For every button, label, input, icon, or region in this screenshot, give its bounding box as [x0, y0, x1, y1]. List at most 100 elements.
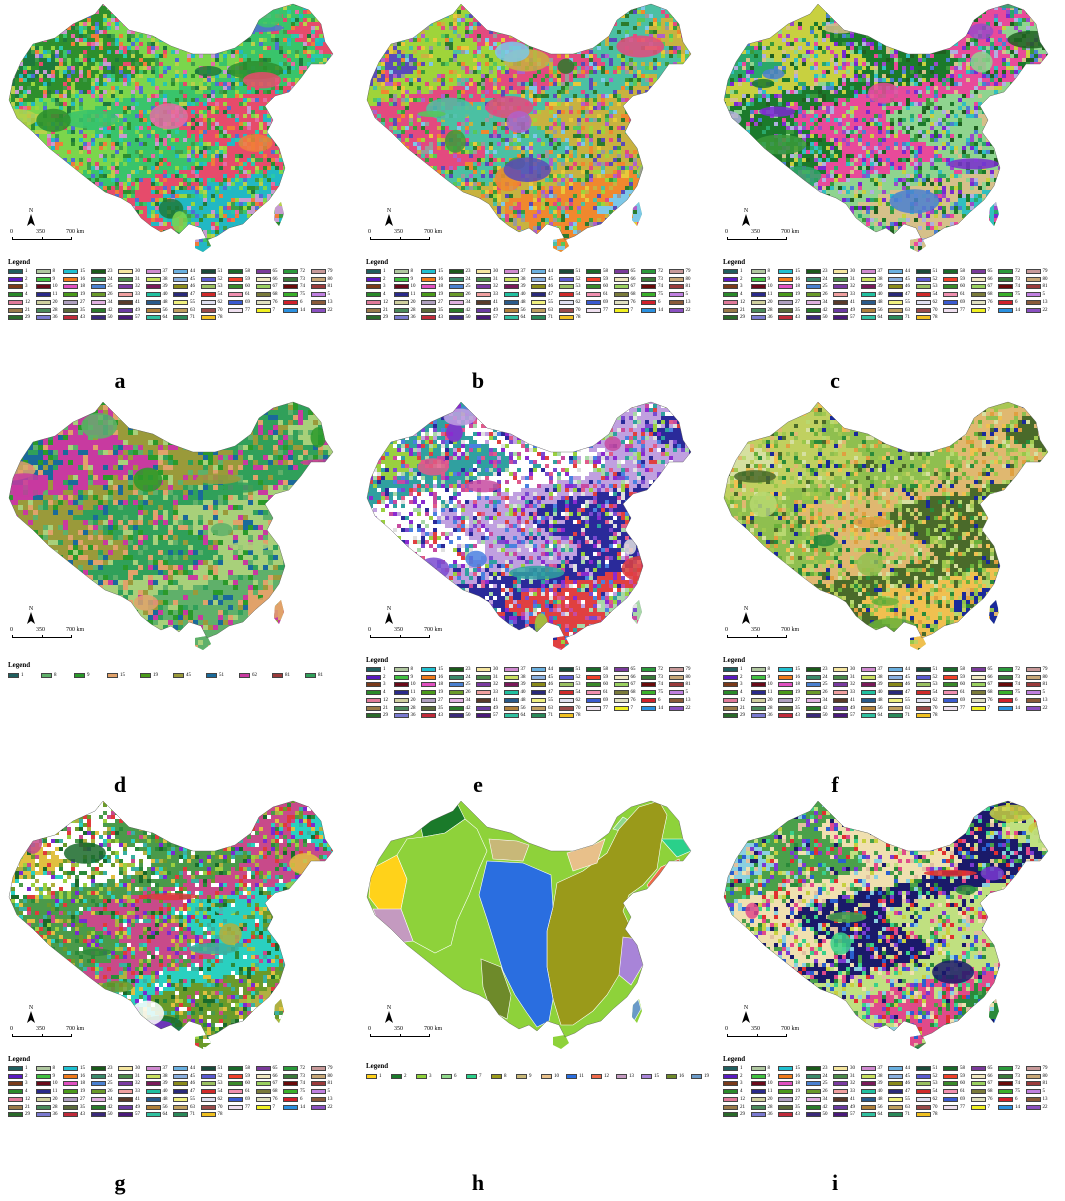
legend-label: 6 [1015, 300, 1018, 305]
legend-swatch [558, 315, 574, 321]
legend-item: 8 [393, 268, 420, 275]
legend-swatch [943, 1104, 958, 1110]
legend-label: 7 [631, 308, 634, 313]
legend-item: 65 [613, 666, 640, 673]
legend-item: 69 [228, 1096, 254, 1103]
north-label: N [739, 1005, 753, 1011]
figure-panel-d: N 0 350 700 km Legend 1 8 9 15 19 45 51 62 81 81 d [0, 398, 345, 797]
legend-swatch [970, 674, 986, 680]
legend-item: 79 [1025, 268, 1052, 275]
legend-swatch [860, 674, 876, 680]
legend-item: 51 [206, 672, 237, 679]
legend-item: 20 [393, 299, 420, 306]
legend-label: 65 [273, 1066, 278, 1071]
legend-swatch [63, 1089, 78, 1095]
legend-label: 10 [768, 284, 773, 289]
legend-label: 66 [631, 675, 636, 680]
legend-item: 13 [1025, 299, 1052, 306]
legend-item: 80 [1025, 1073, 1052, 1080]
scale-label: 0 [725, 229, 728, 235]
legend-swatch [63, 284, 78, 290]
legend-swatch [833, 284, 848, 290]
legend-item: 51 [200, 268, 227, 275]
legend-label: 79 [328, 269, 333, 274]
legend-swatch [943, 690, 958, 696]
legend-item: 45 [888, 276, 914, 283]
legend-item: 76 [255, 299, 282, 306]
legend-swatch [173, 1089, 188, 1095]
legend-swatch [915, 1104, 931, 1110]
legend-swatch [173, 292, 188, 298]
legend-swatch [833, 690, 848, 696]
legend-label: 53 [218, 1081, 223, 1086]
legend-item: 57 [118, 315, 144, 322]
legend-swatch [860, 705, 876, 711]
legend: 1 8 9 15 19 45 51 62 81 81 [8, 672, 336, 679]
legend-swatch [366, 697, 381, 703]
legend-label: 20 [53, 1097, 58, 1102]
legend-label: 32 [493, 284, 498, 289]
legend-label: 62 [576, 698, 581, 703]
legend-swatch [750, 666, 766, 672]
legend-label: 13 [328, 1097, 333, 1102]
legend-swatch [441, 1073, 452, 1079]
scale-label: 0 [10, 627, 13, 633]
legend-item: 64 [145, 1112, 172, 1119]
legend-swatch [1025, 697, 1041, 703]
legend-label: 41 [135, 1097, 140, 1102]
legend-item: 64 [145, 315, 172, 322]
legend-label: 13 [629, 1074, 634, 1079]
legend-label: 37 [878, 1066, 883, 1071]
legend-item: 35 [63, 1104, 89, 1111]
legend-label: 5 [328, 292, 331, 297]
scale-label: 700 km [781, 1026, 799, 1032]
legend-swatch [366, 674, 381, 680]
legend-swatch [750, 682, 766, 688]
legend-label: 48 [163, 1097, 168, 1102]
legend-item: 30 [476, 268, 502, 275]
legend-item: 38 [860, 674, 887, 681]
legend-swatch [366, 299, 381, 305]
legend-label: 20 [411, 300, 416, 305]
legend-item: 1 [366, 268, 392, 275]
legend-item: 56 [860, 705, 887, 712]
legend: 1 2 3 6 7 8 9 10 11 12 13 15 16 19 [366, 1073, 714, 1080]
legend-item: 45 [888, 1073, 914, 1080]
legend-swatch [393, 697, 409, 703]
legend-label: 15 [80, 1066, 85, 1071]
legend-label: 14 [1015, 308, 1020, 313]
legend-label: 58 [960, 1066, 965, 1071]
legend-item: 42 [805, 705, 832, 712]
legend-label: 54 [933, 690, 938, 695]
legend-item: 74 [641, 284, 667, 291]
legend-swatch [63, 1073, 78, 1079]
legend-label: 21 [383, 706, 388, 711]
legend-swatch [63, 299, 78, 305]
legend-label: 21 [383, 308, 388, 313]
legend-swatch [476, 690, 491, 696]
legend-label: 61 [603, 292, 608, 297]
legend-item: 15 [421, 666, 447, 673]
legend-swatch [613, 705, 629, 711]
legend-item: 39 [503, 284, 530, 291]
legend-swatch [228, 1104, 243, 1110]
legend-swatch [531, 666, 546, 672]
legend-swatch [476, 713, 491, 719]
legend-item: 42 [90, 307, 117, 314]
legend-swatch [283, 307, 298, 313]
north-label: N [382, 208, 396, 214]
legend-swatch [888, 1089, 903, 1095]
legend-swatch [90, 292, 106, 298]
legend-swatch [393, 682, 409, 688]
legend-label: 50 [823, 315, 828, 320]
legend-swatch [833, 705, 848, 711]
legend-swatch [310, 299, 326, 305]
legend-label: 23 [466, 269, 471, 274]
legend-swatch [805, 690, 821, 696]
legend-label: 45 [190, 277, 195, 282]
legend-swatch [778, 1096, 793, 1102]
legend-swatch [668, 674, 684, 680]
legend-swatch [943, 307, 958, 313]
legend-item: 41 [476, 299, 502, 306]
legend-item: 80 [310, 276, 337, 283]
